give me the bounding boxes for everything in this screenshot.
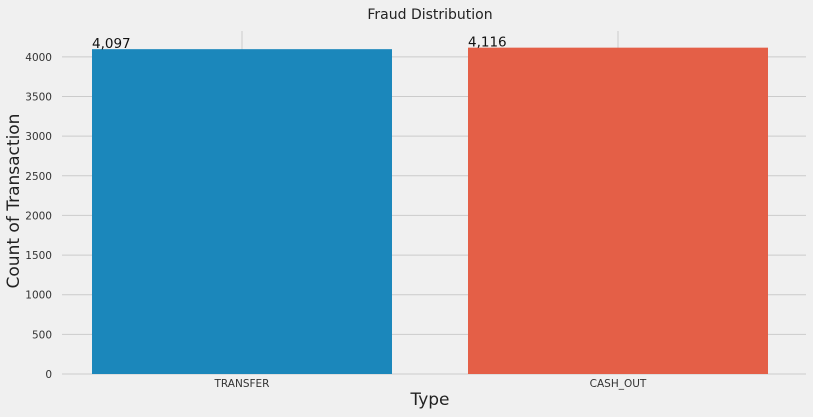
y-tick-label: 4000	[25, 52, 52, 64]
x-tick-labels: TRANSFER CASH_OUT	[214, 378, 647, 390]
bars	[92, 47, 768, 374]
y-tick-label: 2500	[25, 171, 52, 183]
y-tick-label: 500	[32, 329, 52, 341]
chart-title: Fraud Distribution	[367, 7, 492, 23]
x-tick-label-cash-out: CASH_OUT	[590, 378, 647, 390]
y-tick-label: 0	[45, 369, 52, 381]
bar-cash-out	[468, 47, 768, 374]
y-tick-label: 1000	[25, 290, 52, 302]
y-tick-labels: 0 500 1000 1500 2000 2500 3000 3500 4000	[25, 52, 52, 381]
x-axis-label: Type	[409, 390, 449, 410]
y-tick-label: 2000	[25, 210, 52, 222]
data-label-transfer: 4,097	[92, 36, 131, 52]
x-tick-label-transfer: TRANSFER	[214, 378, 270, 390]
y-tick-label: 1500	[25, 250, 52, 262]
y-tick-label: 3500	[25, 92, 52, 104]
bar-transfer	[92, 49, 392, 374]
data-labels: 4,097 4,116	[92, 35, 507, 53]
y-tick-label: 3000	[25, 131, 52, 143]
data-label-cash-out: 4,116	[468, 35, 507, 51]
y-axis-label: Count of Transaction	[4, 114, 24, 289]
